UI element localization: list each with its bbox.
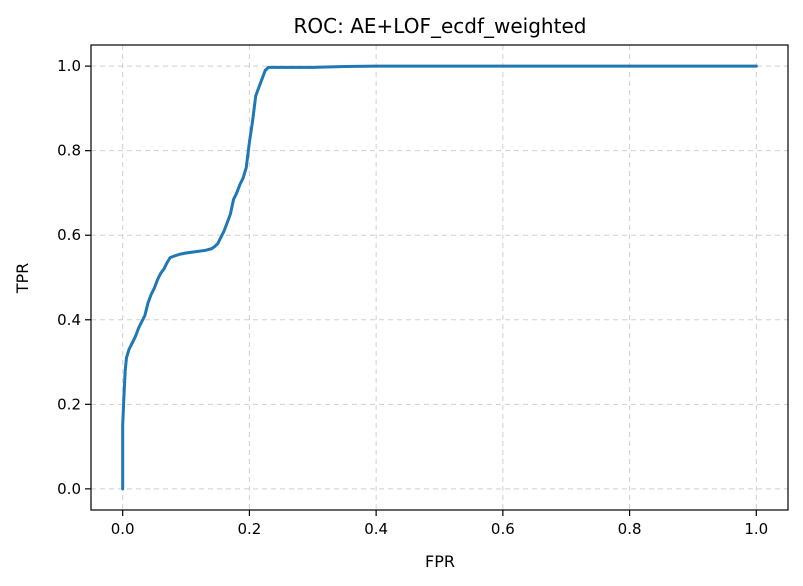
- y-tick-label: 0.0: [57, 480, 81, 498]
- y-tick-label: 0.6: [57, 226, 81, 244]
- x-tick-label: 1.0: [744, 520, 768, 538]
- y-tick-label: 0.2: [57, 395, 81, 413]
- x-tick-label: 0.0: [111, 520, 135, 538]
- roc-curve-line: [121, 64, 758, 491]
- tick-layer: 0.0 0.2 0.4 0.6 0.8 1.0 0.0 0.2 0.4 0.6 0.8 1.0: [57, 57, 768, 538]
- y-tick-label: 1.0: [57, 57, 81, 75]
- x-axis-label: FPR: [425, 552, 455, 571]
- x-tick-label: 0.8: [618, 520, 642, 538]
- x-tick-label: 0.6: [491, 520, 515, 538]
- plot-frame: [90, 44, 789, 511]
- y-axis-label: TPR: [13, 263, 32, 295]
- chart-title: ROC: AE+LOF_ecdf_weighted: [294, 14, 587, 38]
- x-tick-label: 0.4: [364, 520, 388, 538]
- grid-layer: [91, 45, 788, 510]
- y-tick-label: 0.8: [57, 142, 81, 160]
- y-tick-label: 0.4: [57, 311, 81, 329]
- x-tick-label: 0.2: [237, 520, 261, 538]
- line-layer: [121, 64, 758, 491]
